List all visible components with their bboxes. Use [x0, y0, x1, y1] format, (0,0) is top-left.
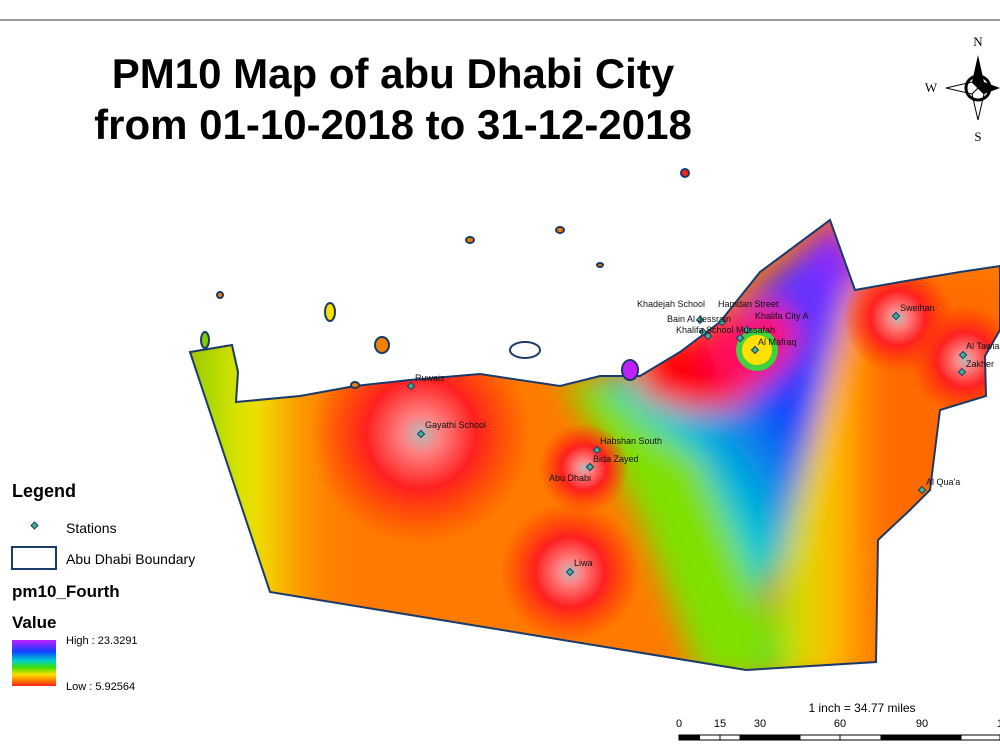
legend-item: Stations: [66, 520, 117, 536]
scale-segment: [759, 734, 801, 741]
scale-segment: [699, 734, 721, 741]
station-marker: [585, 462, 595, 472]
station-marker: [698, 327, 708, 337]
station-marker: [735, 333, 745, 343]
title-line: PM10 Map of abu Dhabi City: [112, 50, 675, 97]
station-label: Sweihan: [900, 303, 935, 313]
station-label: Ruwais: [415, 373, 445, 383]
legend: Legend Stations Abu Dhabi Boundary pm10_…: [11, 481, 195, 693]
scale-segment: [739, 734, 761, 741]
station-label: Bain Al Jessrain: [667, 314, 731, 324]
compass-n: N: [973, 34, 983, 49]
station-label: Bida Zayed: [593, 454, 639, 464]
station-marker: [917, 485, 927, 495]
scale-tick-label: 60: [834, 718, 846, 730]
legend-low: Low : 5.92564: [66, 681, 135, 693]
stations: Ruwais Gayathi School Habshan South Bida Za…: [406, 299, 999, 577]
station-marker: [695, 315, 705, 325]
station-marker: [891, 311, 901, 321]
station-marker: [958, 350, 968, 360]
compass-s: S: [974, 129, 981, 144]
scale-tick-label: 1: [997, 718, 1000, 730]
legend-field: Value: [12, 613, 56, 632]
station-label: Khalifa School: [676, 325, 734, 335]
scale-segment: [960, 734, 1000, 741]
scale-tick-label: 30: [754, 718, 766, 730]
scale-segment: [719, 734, 741, 741]
station-marker: [957, 367, 967, 377]
islands: [200, 168, 690, 389]
station-marker: [406, 381, 416, 391]
station-label: Liwa: [574, 558, 593, 568]
station-label: Khadejah School: [637, 299, 705, 309]
station-marker: [717, 317, 727, 327]
scale-tick-label: 15: [714, 718, 726, 730]
scale-segment: [839, 734, 882, 741]
legend-layer: pm10_Fourth: [12, 582, 120, 601]
compass: N W S: [925, 34, 1000, 144]
scale-segment: [799, 734, 841, 741]
station-marker: [742, 325, 752, 335]
station-label: Habshan South: [600, 436, 662, 446]
scale-segment: [678, 734, 700, 741]
station-label: Mussafah: [736, 325, 775, 335]
station-label: Gayathi School: [425, 420, 486, 430]
station-marker: [592, 445, 602, 455]
title-line: from 01-10-2018 to 31-12-2018: [94, 101, 692, 148]
station-marker: [416, 429, 426, 439]
station-label: Al Mafraq: [758, 337, 797, 347]
scale-tick-label: 90: [916, 718, 928, 730]
scale-segment: [880, 734, 923, 741]
scale-text: 1 inch = 34.77 miles: [808, 701, 915, 715]
legend-high: High : 23.3291: [66, 635, 138, 647]
scale-tick-label: 0: [676, 718, 682, 730]
station-label: Abu Dhabi: [549, 473, 591, 483]
compass-w: W: [925, 80, 938, 95]
title: PM10 Map of abu Dhabi City from 01-10-20…: [94, 50, 692, 148]
station-marker: [750, 345, 760, 355]
station-label: Khalifa City A: [755, 311, 809, 321]
station-label: Al Qua'a: [926, 477, 960, 487]
station-marker: [703, 331, 713, 341]
scale-segment: [921, 734, 962, 741]
legend-heading: Legend: [12, 481, 76, 501]
station-marker: [565, 567, 575, 577]
station-label: Hamdan Street: [718, 299, 779, 309]
station-label: Zakher: [966, 359, 994, 369]
station-label: Al Tawia: [966, 341, 999, 351]
legend-item: Abu Dhabi Boundary: [66, 551, 195, 567]
scale-bar: 1 inch = 34.77 miles 0 15 30 60 90 1: [676, 701, 1000, 741]
